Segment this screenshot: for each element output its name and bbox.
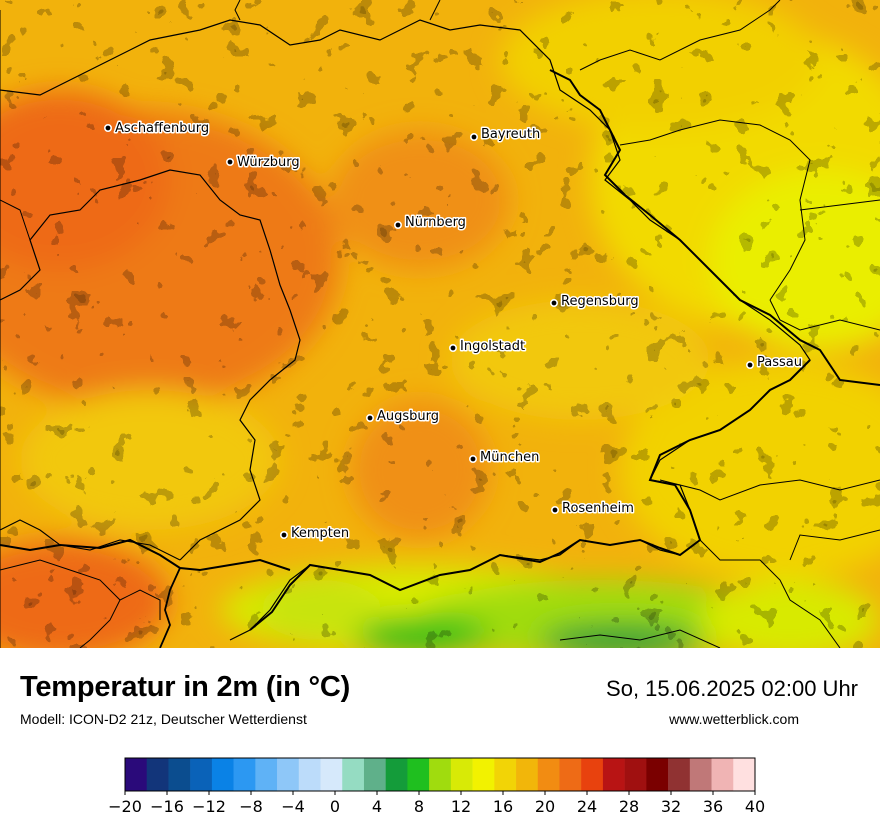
svg-text:Augsburg: Augsburg — [377, 409, 439, 424]
temperature-map[interactable]: Aschaffenburg Würzburg Bayreuth Nürnberg… — [0, 0, 880, 648]
svg-text:Kempten: Kempten — [291, 526, 349, 541]
borders — [0, 0, 880, 648]
legend-tick-label: 40 — [745, 797, 765, 816]
legend-swatch — [450, 758, 473, 791]
model-source: Modell: ICON-D2 21z, Deutscher Wetterdie… — [20, 711, 307, 727]
legend-tick-label: −16 — [150, 797, 184, 816]
city-muenchen[interactable]: München — [468, 449, 541, 467]
city-rosenheim[interactable]: Rosenheim — [550, 500, 635, 518]
legend-swatches — [125, 758, 756, 791]
legend-tick-label: 0 — [330, 797, 340, 816]
legend-tick-label: 16 — [493, 797, 513, 816]
legend-tick-label: 24 — [577, 797, 597, 816]
legend-swatch — [689, 758, 712, 791]
legend-swatch — [385, 758, 408, 791]
legend-swatch — [494, 758, 517, 791]
forecast-datetime: So, 15.06.2025 02:00 Uhr — [606, 676, 858, 701]
legend-swatch — [277, 758, 300, 791]
legend-swatch — [125, 758, 148, 791]
legend-tick-label: 20 — [535, 797, 555, 816]
legend-swatch — [516, 758, 539, 791]
city-augsburg[interactable]: Augsburg — [365, 408, 441, 426]
svg-text:Aschaffenburg: Aschaffenburg — [115, 121, 209, 136]
legend-swatch — [581, 758, 604, 791]
legend-tick-label: 32 — [661, 797, 681, 816]
legend-tick-label: 4 — [372, 797, 382, 816]
legend-swatch — [190, 758, 213, 791]
map-canvas: Aschaffenburg Würzburg Bayreuth Nürnberg… — [0, 0, 880, 648]
legend-swatch — [363, 758, 386, 791]
legend-frame — [124, 757, 756, 792]
city-wuerzburg[interactable]: Würzburg — [226, 154, 301, 172]
legend-swatch — [146, 758, 169, 791]
legend-swatch — [320, 758, 343, 791]
svg-text:Bayreuth: Bayreuth — [481, 127, 540, 142]
website-link[interactable]: www.wetterblick.com — [669, 711, 799, 727]
legend-swatch — [342, 758, 365, 791]
legend-tick-label: 28 — [619, 797, 639, 816]
legend-swatch — [646, 758, 669, 791]
svg-text:Ingolstadt: Ingolstadt — [460, 339, 525, 354]
legend-ticks: −20 −16 −12 −8 −4 0 4 8 12 16 20 24 28 32 36 40 — [108, 791, 765, 816]
legend-swatch — [255, 758, 278, 791]
svg-text:Regensburg: Regensburg — [561, 294, 639, 309]
legend-tick-label: 8 — [414, 797, 424, 816]
temperature-texture — [0, 0, 880, 648]
city-passau[interactable]: Passau — [745, 354, 803, 372]
city-kempten[interactable]: Kempten — [279, 525, 351, 543]
city-aschaffenburg[interactable]: Aschaffenburg — [104, 120, 211, 138]
legend-tick-label: 12 — [451, 797, 471, 816]
city-regensburg[interactable]: Regensburg — [549, 293, 640, 311]
city-markers: Aschaffenburg Würzburg Bayreuth Nürnberg… — [104, 120, 803, 543]
legend-swatch — [211, 758, 234, 791]
svg-text:Würzburg: Würzburg — [237, 155, 300, 170]
legend-swatch — [733, 758, 756, 791]
legend-swatch — [602, 758, 625, 791]
legend-swatch — [168, 758, 191, 791]
map-title: Temperatur in 2m (in °C) — [20, 671, 351, 703]
svg-text:Rosenheim: Rosenheim — [562, 501, 634, 516]
legend-swatch — [298, 758, 321, 791]
color-legend: −20 −16 −12 −8 −4 0 4 8 12 16 20 24 28 32 36 40 — [0, 756, 880, 830]
legend-swatch — [624, 758, 647, 791]
svg-text:Passau: Passau — [757, 355, 802, 370]
legend-tick-label: −12 — [192, 797, 226, 816]
legend-tick-label: −8 — [239, 797, 263, 816]
legend-swatch — [233, 758, 256, 791]
legend-swatch — [559, 758, 582, 791]
svg-text:Nürnberg: Nürnberg — [405, 215, 466, 230]
legend-tick-label: −4 — [281, 797, 305, 816]
legend-swatch — [668, 758, 691, 791]
legend-swatch — [429, 758, 452, 791]
legend-swatch — [537, 758, 560, 791]
legend-tick-label: −20 — [108, 797, 142, 816]
svg-text:München: München — [480, 450, 539, 465]
city-bayreuth[interactable]: Bayreuth — [469, 126, 542, 144]
legend-swatch — [472, 758, 495, 791]
legend-swatch — [711, 758, 734, 791]
legend-tick-label: 36 — [703, 797, 723, 816]
legend-canvas: −20 −16 −12 −8 −4 0 4 8 12 16 20 24 28 32 36 40 — [108, 757, 765, 816]
city-nuernberg[interactable]: Nürnberg — [393, 214, 467, 232]
legend-swatch — [407, 758, 430, 791]
city-ingolstadt[interactable]: Ingolstadt — [448, 338, 527, 356]
